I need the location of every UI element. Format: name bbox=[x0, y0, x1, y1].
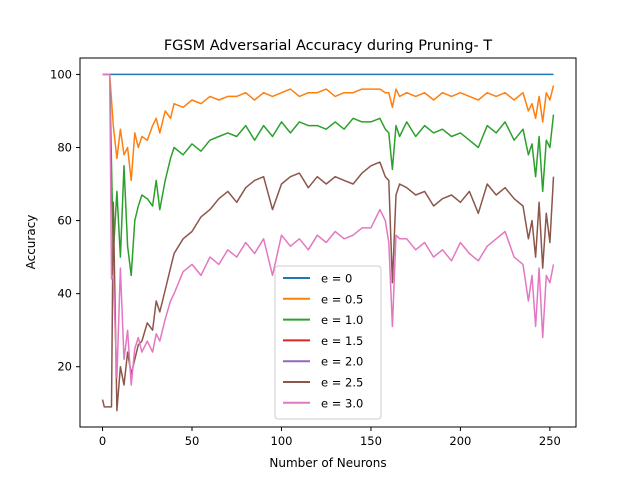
legend-label-0: e = 0 bbox=[321, 272, 352, 286]
series-layer bbox=[101, 73, 555, 412]
legend-label-1: e = 0.5 bbox=[321, 292, 363, 306]
legend-label-6: e = 3.0 bbox=[321, 396, 363, 410]
x-tick-label-1: 50 bbox=[185, 434, 200, 448]
x-axis-label: Number of Neurons bbox=[269, 456, 386, 470]
y-tick-label-3: 80 bbox=[57, 141, 72, 155]
y-tick-label-4: 100 bbox=[50, 67, 72, 81]
y-axis-label: Accuracy bbox=[24, 215, 38, 270]
chart-title: FGSM Adversarial Accuracy during Pruning… bbox=[164, 38, 492, 54]
legend-label-5: e = 2.5 bbox=[321, 376, 363, 390]
series-line-2 bbox=[102, 73, 555, 277]
x-tick-label-0: 0 bbox=[99, 434, 106, 448]
legend-label-3: e = 1.5 bbox=[321, 334, 363, 348]
legend-label-4: e = 2.0 bbox=[321, 355, 363, 369]
plot-frame bbox=[79, 57, 577, 428]
x-tick-label-3: 150 bbox=[360, 434, 382, 448]
x-tick-label-5: 250 bbox=[539, 434, 561, 448]
series-line-1 bbox=[102, 73, 555, 182]
ticks-layer: 0 50 100 150 200 250 20 40 60 80 100 bbox=[50, 67, 561, 448]
legend-label-2: e = 1.0 bbox=[321, 313, 363, 327]
x-tick-label-2: 100 bbox=[271, 434, 293, 448]
x-tick-label-4: 200 bbox=[449, 434, 471, 448]
legend: e = 0 e = 0.5 e = 1.0 e = 1.5 e = 2.0 e = 2.5… bbox=[274, 265, 382, 420]
y-tick-label-1: 40 bbox=[57, 287, 72, 301]
series-line-6 bbox=[102, 73, 555, 386]
y-tick-label-2: 60 bbox=[57, 214, 72, 228]
legend-box bbox=[274, 265, 382, 420]
y-tick-label-0: 20 bbox=[57, 360, 72, 374]
